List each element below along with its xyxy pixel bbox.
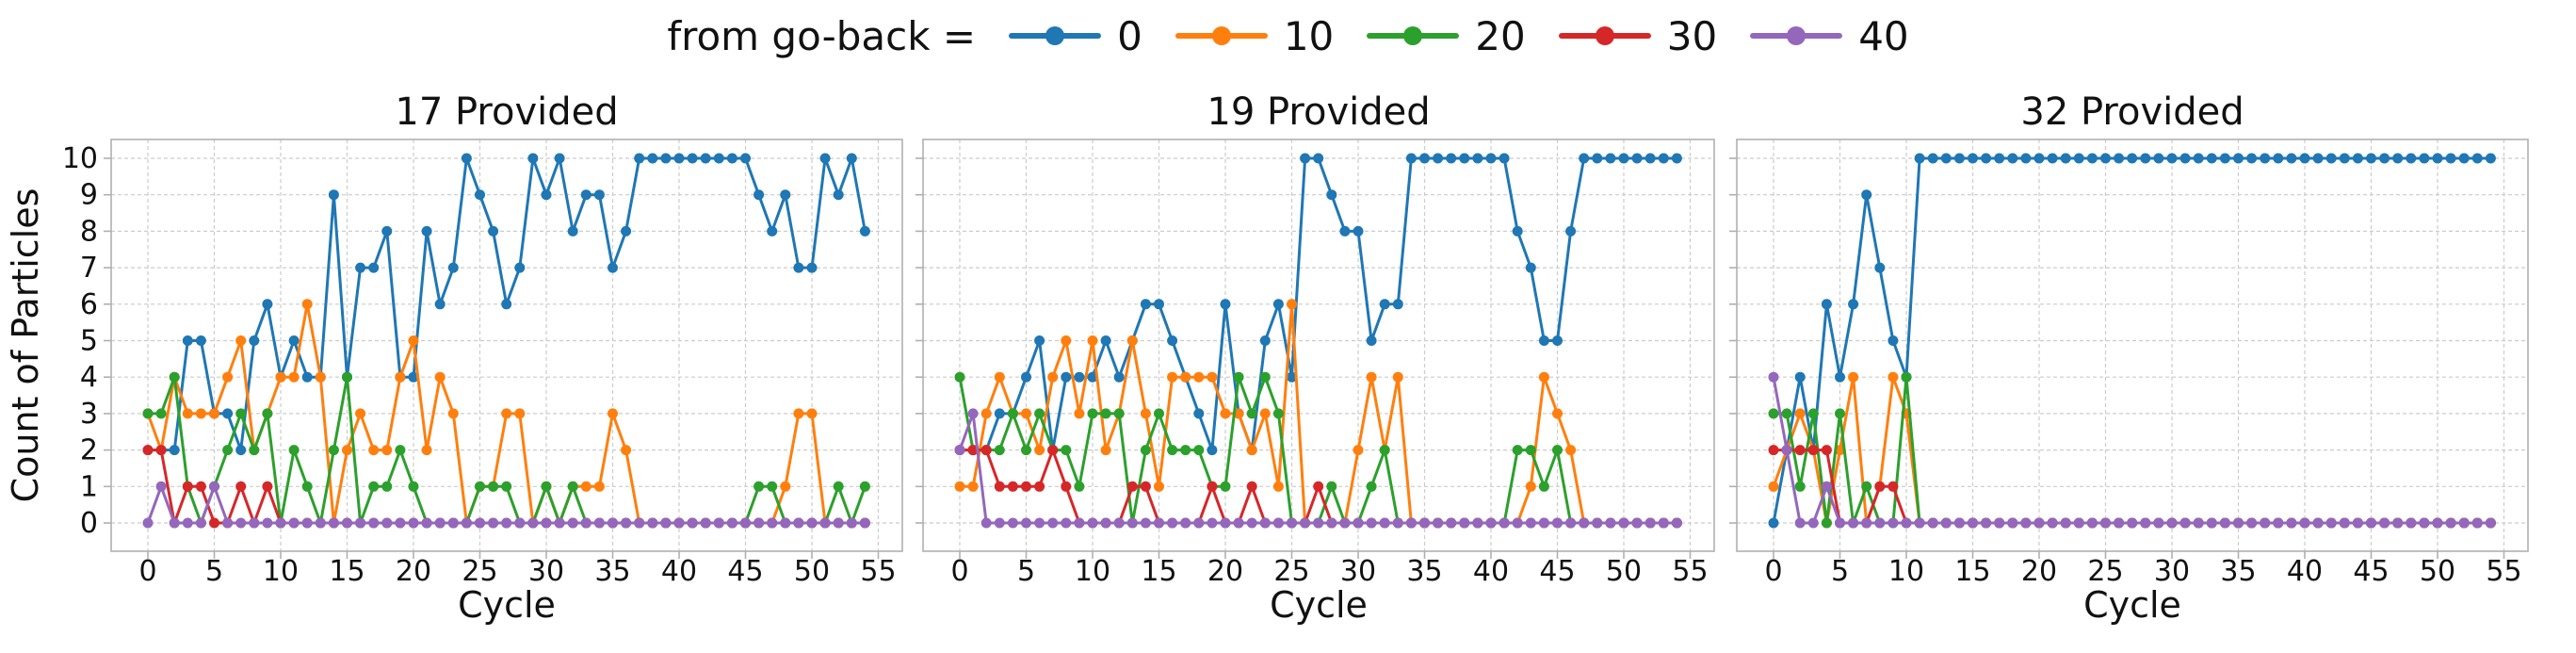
x-tick-label: 30 xyxy=(1340,555,1376,588)
x-tick-label: 0 xyxy=(1764,555,1782,588)
x-tick-label: 45 xyxy=(1539,555,1575,588)
x-tick-labels: 0 5 10 15 20 25 30 35 40 45 50 55 xyxy=(950,555,1708,588)
x-tick-label: 55 xyxy=(2486,555,2521,588)
y-tick-label: 10 xyxy=(62,142,98,175)
x-tick-label: 25 xyxy=(462,555,497,588)
y-tick-label: 7 xyxy=(80,252,98,285)
x-tick-label: 40 xyxy=(661,555,697,588)
legend-entry-40: 40 xyxy=(1749,12,1909,59)
legend-entry-30: 30 xyxy=(1558,13,1717,59)
legend-entry-20: 20 xyxy=(1366,12,1526,59)
plot-spines xyxy=(922,139,1715,552)
y-tick-label: 3 xyxy=(80,398,98,431)
y-tick-label: 8 xyxy=(80,215,98,248)
series-markers-40 xyxy=(142,481,870,529)
x-tick-label: 20 xyxy=(2021,555,2057,588)
series-markers-0 xyxy=(1768,153,2496,529)
series-0 xyxy=(1768,153,2496,529)
legend-label: 40 xyxy=(1858,12,1909,59)
x-tick-label: 0 xyxy=(950,555,968,588)
x-tick-label: 5 xyxy=(205,555,223,588)
x-tick-label: 5 xyxy=(1831,555,1849,588)
x-tick-label: 40 xyxy=(2287,555,2323,588)
series-40 xyxy=(1768,371,2496,529)
legend: from go-back = 0 10 20 30 40 xyxy=(0,6,2576,66)
panel-19-provided: 19 Provided 0 5 10 15 20 25 30 35 40 45 50 55 Cycle xyxy=(915,90,1715,626)
panel-title: 19 Provided xyxy=(1207,90,1430,134)
legend-entry-0: 0 xyxy=(1008,13,1142,59)
legend-line-marker-icon xyxy=(1175,26,1268,45)
legend-entry-10: 10 xyxy=(1175,13,1334,59)
legend-line-marker-icon xyxy=(1750,26,1843,45)
x-tick-labels: 0 5 10 15 20 25 30 35 40 45 50 55 xyxy=(1764,555,2521,588)
x-tick-label: 15 xyxy=(329,555,365,588)
legend-label: 30 xyxy=(1666,12,1718,59)
x-tick-labels: 0 5 10 15 20 25 30 35 40 45 50 55 xyxy=(138,555,896,588)
legend-label: 10 xyxy=(1283,12,1335,59)
x-tick-label: 45 xyxy=(727,555,763,588)
x-tick-label: 10 xyxy=(263,555,299,588)
x-axis-label: Cycle xyxy=(2083,584,2181,626)
legend-label: 0 xyxy=(1117,12,1142,59)
tick-marks xyxy=(1729,157,2505,559)
y-axis-label: Count of Particles xyxy=(5,188,46,503)
x-tick-label: 45 xyxy=(2353,555,2389,588)
x-tick-label: 0 xyxy=(138,555,156,588)
x-tick-label: 50 xyxy=(794,555,830,588)
x-tick-label: 50 xyxy=(2420,555,2455,588)
x-axis-label: Cycle xyxy=(1270,584,1368,626)
series-40 xyxy=(954,408,1682,529)
legend-title: from go-back = xyxy=(667,12,977,59)
panel-32-provided: 32 Provided 0 5 10 15 20 25 30 35 40 45 50 55 Cycle xyxy=(1729,90,2529,626)
x-tick-label: 35 xyxy=(594,555,630,588)
x-tick-label: 5 xyxy=(1017,555,1035,588)
plot-spines xyxy=(110,139,903,552)
x-tick-label: 55 xyxy=(860,555,896,588)
y-tick-label: 5 xyxy=(80,325,98,358)
series-markers-40 xyxy=(1768,371,2496,529)
x-tick-label: 55 xyxy=(1672,555,1708,588)
tick-marks xyxy=(915,157,1692,559)
x-tick-label: 15 xyxy=(1954,555,1990,588)
x-tick-label: 25 xyxy=(2087,555,2123,588)
legend-line-marker-icon xyxy=(1009,26,1102,45)
tick-marks xyxy=(104,157,880,559)
x-tick-label: 25 xyxy=(1273,555,1309,588)
series-0 xyxy=(954,153,1682,456)
y-tick-label: 0 xyxy=(80,507,98,540)
x-tick-label: 35 xyxy=(1406,555,1442,588)
y-tick-label: 6 xyxy=(80,288,98,321)
y-tick-labels: 0 123 45 67 89 10 xyxy=(62,142,98,540)
y-tick-label: 4 xyxy=(80,361,98,394)
plot-area xyxy=(1737,139,2528,551)
panel-title: 32 Provided xyxy=(2020,90,2244,134)
legend-label: 20 xyxy=(1475,12,1526,59)
y-tick-label: 1 xyxy=(80,470,98,503)
x-tick-label: 30 xyxy=(2154,555,2190,588)
x-tick-label: 15 xyxy=(1141,555,1176,588)
series-markers-40 xyxy=(954,408,1682,529)
x-tick-label: 30 xyxy=(528,555,564,588)
x-tick-label: 10 xyxy=(1888,555,1924,588)
legend-line-marker-icon xyxy=(1558,26,1651,45)
x-tick-label: 40 xyxy=(1473,555,1509,588)
x-tick-label: 35 xyxy=(2220,555,2256,588)
y-tick-label: 2 xyxy=(80,434,98,467)
x-axis-label: Cycle xyxy=(458,584,556,626)
series-markers-0 xyxy=(954,153,1682,456)
legend-line-marker-icon xyxy=(1367,26,1460,45)
series-40 xyxy=(142,481,870,529)
x-tick-label: 20 xyxy=(1207,555,1243,588)
y-tick-label: 9 xyxy=(80,179,98,212)
plot-spines xyxy=(1736,139,2529,552)
x-tick-label: 10 xyxy=(1075,555,1110,588)
panel-title: 17 Provided xyxy=(395,90,618,134)
x-tick-label: 50 xyxy=(1606,555,1642,588)
x-tick-label: 20 xyxy=(396,555,431,588)
